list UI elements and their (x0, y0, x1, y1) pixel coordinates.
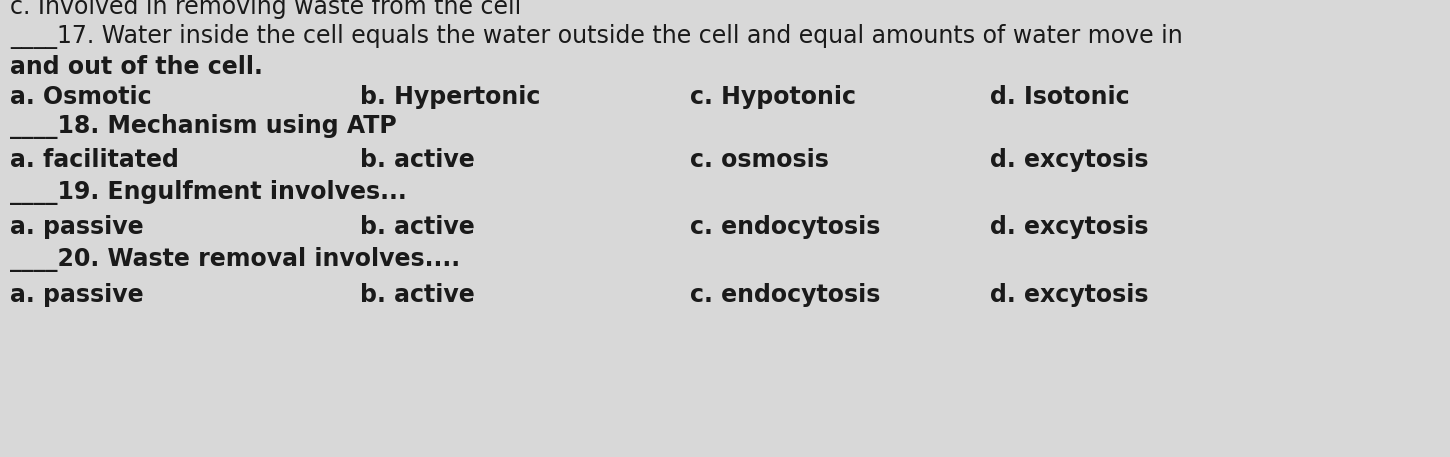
Text: ____17. Water inside the cell equals the water outside the cell and equal amount: ____17. Water inside the cell equals the… (10, 24, 1183, 49)
Text: d. excytosis: d. excytosis (990, 148, 1148, 172)
Text: b. active: b. active (360, 283, 474, 307)
Text: ____19. Engulfment involves...: ____19. Engulfment involves... (10, 180, 407, 205)
Text: and out of the cell.: and out of the cell. (10, 55, 262, 79)
Text: a. passive: a. passive (10, 215, 144, 239)
Text: c. osmosis: c. osmosis (690, 148, 829, 172)
Text: b. Hypertonic: b. Hypertonic (360, 85, 541, 109)
Text: c. Hypotonic: c. Hypotonic (690, 85, 855, 109)
Text: a. Osmotic: a. Osmotic (10, 85, 152, 109)
Text: c. endocytosis: c. endocytosis (690, 283, 880, 307)
Text: ____18. Mechanism using ATP: ____18. Mechanism using ATP (10, 114, 397, 139)
Text: d. excytosis: d. excytosis (990, 283, 1148, 307)
Text: ____20. Waste removal involves....: ____20. Waste removal involves.... (10, 247, 460, 272)
Text: a. passive: a. passive (10, 283, 144, 307)
Text: a. facilitated: a. facilitated (10, 148, 178, 172)
Text: c. endocytosis: c. endocytosis (690, 215, 880, 239)
Text: d. Isotonic: d. Isotonic (990, 85, 1130, 109)
Text: b. active: b. active (360, 148, 474, 172)
Text: b. active: b. active (360, 215, 474, 239)
Text: c. Involved in removing waste from the cell: c. Involved in removing waste from the c… (10, 0, 521, 19)
Text: d. excytosis: d. excytosis (990, 215, 1148, 239)
